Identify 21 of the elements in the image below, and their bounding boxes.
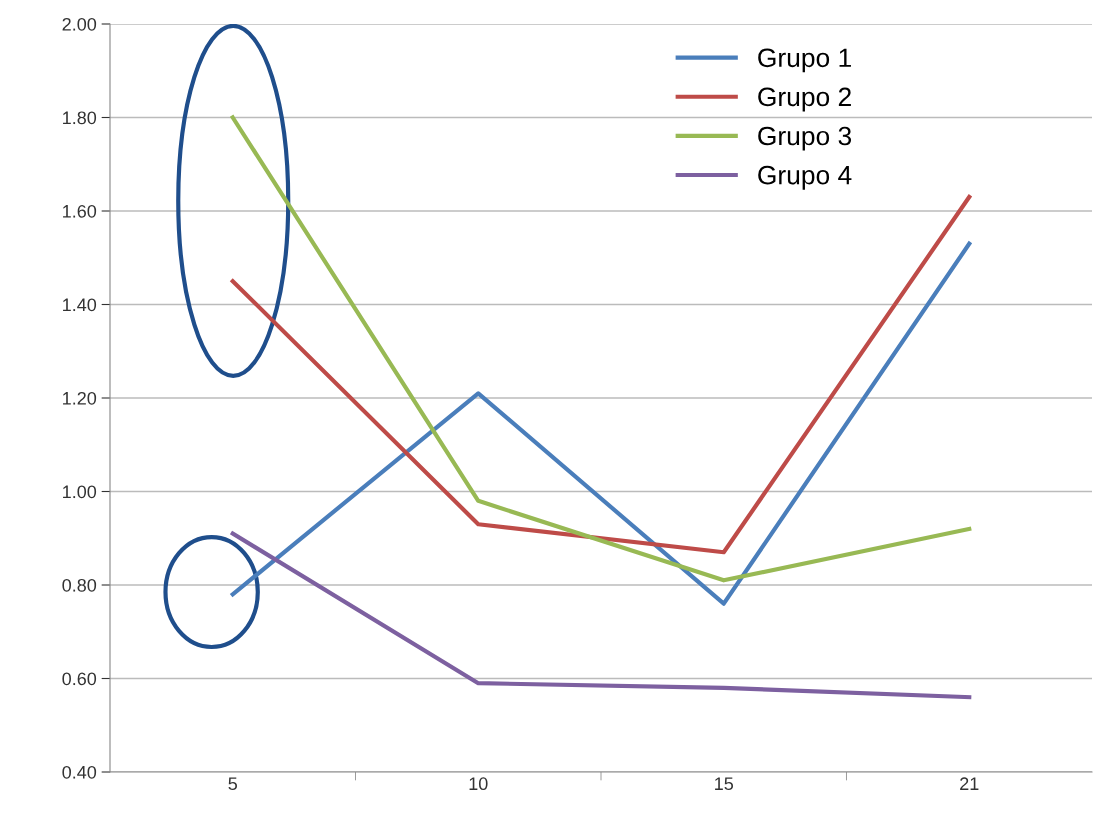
y-tick-label: 0.80 [62, 578, 97, 592]
line-series [230, 115, 972, 583]
line-series [230, 241, 972, 606]
y-tick-label: 1.20 [63, 391, 97, 405]
y-tick-label: 0.40 [62, 765, 97, 779]
x-tick-label: 15 [715, 777, 734, 791]
legend-label: Grupo 1 [758, 48, 851, 73]
y-tick-label: 2.00 [62, 17, 97, 31]
line-series [230, 531, 972, 700]
x-tick-label: 21 [960, 777, 979, 790]
y-tick-label: 0.60 [62, 672, 97, 686]
legend-label: Grupo 2 [758, 87, 851, 112]
y-tick-label: 1.80 [63, 111, 97, 125]
y-tick-label: 1.40 [63, 298, 97, 312]
x-tick-label: 5 [228, 777, 238, 791]
legend-label: Grupo 3 [758, 126, 852, 151]
x-tick-label: 10 [469, 777, 488, 791]
line-series [230, 194, 972, 555]
y-tick-label: 1.00 [63, 485, 97, 499]
legend-label: Grupo 4 [758, 165, 852, 190]
y-tick-label: 1.60 [63, 204, 97, 218]
